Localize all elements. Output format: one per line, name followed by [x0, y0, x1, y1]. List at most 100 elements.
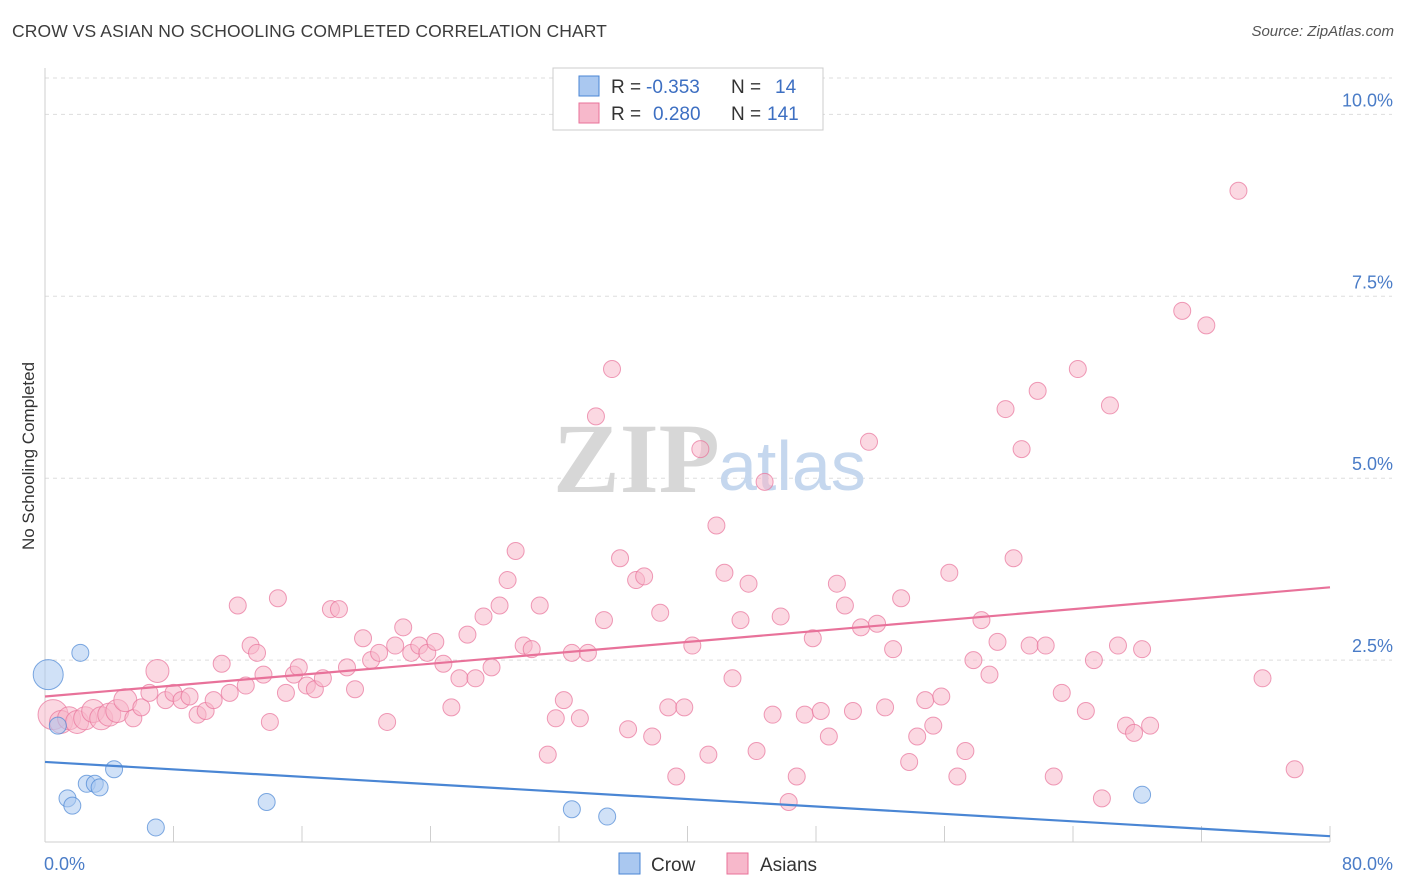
asians-point	[426, 632, 445, 651]
asians-point	[337, 658, 356, 677]
asians-point	[260, 712, 279, 731]
asians-point	[268, 589, 287, 608]
asians-point	[819, 727, 838, 746]
asians-point	[1133, 640, 1152, 659]
y-axis-label: No Schooling Completed	[19, 362, 38, 550]
asians-point	[1036, 636, 1055, 655]
asians-swatch	[578, 102, 600, 124]
asians-point	[908, 727, 927, 746]
asians-point	[884, 640, 903, 659]
source-credit: Source: ZipAtlas.com	[1251, 23, 1394, 40]
crow-trend-line	[44, 760, 1331, 838]
asians-point	[868, 614, 887, 633]
asians-point	[827, 574, 846, 593]
asians-point	[180, 687, 199, 706]
asians-point	[466, 669, 485, 688]
asians-r-label: R =	[611, 104, 641, 125]
crow-point	[257, 792, 276, 811]
asians-point	[354, 629, 373, 648]
asians-point	[699, 745, 718, 764]
asians-point	[916, 691, 935, 710]
asians-point	[458, 625, 477, 644]
legend-asians-label: Asians	[760, 855, 817, 876]
asians-point	[1141, 716, 1160, 735]
asians-point	[370, 643, 389, 662]
asians-point	[715, 563, 734, 582]
asians-point	[779, 792, 798, 811]
asians-point	[635, 567, 654, 586]
crow-point	[105, 760, 124, 779]
y-tick-label: 10.0%	[1342, 90, 1393, 110]
crow-point	[48, 716, 67, 735]
asians-point	[546, 709, 565, 728]
watermark-zip: ZIP	[553, 403, 720, 514]
y-tick-label: 7.5%	[1352, 272, 1393, 292]
asians-point	[212, 654, 231, 673]
asians-point	[1253, 669, 1272, 688]
asians-point	[1100, 396, 1119, 415]
trend-layer	[44, 586, 1331, 838]
asians-point	[892, 589, 911, 608]
asians-point	[1028, 381, 1047, 400]
asians-point	[1108, 636, 1127, 655]
asians-point	[236, 676, 255, 695]
asians-point	[530, 596, 549, 615]
asians-point	[1068, 360, 1087, 379]
asians-point	[900, 752, 919, 771]
asians-point	[1044, 767, 1063, 786]
y-tick-label: 2.5%	[1352, 636, 1393, 656]
asians-point	[132, 698, 151, 717]
crow-point	[71, 643, 90, 662]
asians-point	[1197, 316, 1216, 335]
asians-point	[723, 669, 742, 688]
crow-point	[598, 807, 617, 826]
asians-point	[442, 698, 461, 717]
asians-point	[329, 600, 348, 619]
asians-point	[707, 516, 726, 535]
asians-point	[619, 720, 638, 739]
asians-point	[980, 665, 999, 684]
crow-point	[562, 800, 581, 819]
asians-point	[763, 705, 782, 724]
asians-point	[498, 571, 517, 590]
asians-point	[964, 651, 983, 670]
x-tick-label-max: 80.0%	[1342, 854, 1393, 874]
asians-point	[378, 712, 397, 731]
asians-point	[1076, 702, 1095, 721]
points-layer	[32, 181, 1304, 837]
crow-point	[90, 778, 109, 797]
asians-point	[691, 440, 710, 459]
asians-point	[1092, 789, 1111, 808]
asians-point	[220, 683, 239, 702]
legend-asians-swatch	[726, 852, 749, 875]
asians-point	[972, 611, 991, 630]
asians-point	[651, 603, 670, 622]
asians-point	[659, 698, 678, 717]
asians-point	[611, 549, 630, 568]
asians-point	[538, 745, 557, 764]
crow-point	[1133, 785, 1152, 804]
asians-point	[675, 698, 694, 717]
asians-point	[835, 596, 854, 615]
asians-point	[346, 680, 365, 699]
asians-point	[228, 596, 247, 615]
asians-point	[771, 607, 790, 626]
asians-point	[940, 563, 959, 582]
asians-point	[1052, 683, 1071, 702]
asians-point	[586, 407, 605, 426]
asians-point	[554, 691, 573, 710]
crow-n-value: 14	[775, 77, 797, 98]
legend-crow-label: Crow	[651, 855, 696, 876]
asians-point	[603, 360, 622, 379]
asians-point	[811, 702, 830, 721]
asians-point	[482, 658, 501, 677]
legend-crow-swatch	[618, 852, 641, 875]
asians-point	[145, 659, 170, 684]
asians-trend-line	[44, 586, 1331, 698]
crow-point	[32, 659, 64, 691]
asians-point	[667, 767, 686, 786]
crow-r-value: -0.353	[646, 77, 700, 98]
asians-n-label: N =	[731, 104, 761, 125]
asians-point	[1084, 651, 1103, 670]
